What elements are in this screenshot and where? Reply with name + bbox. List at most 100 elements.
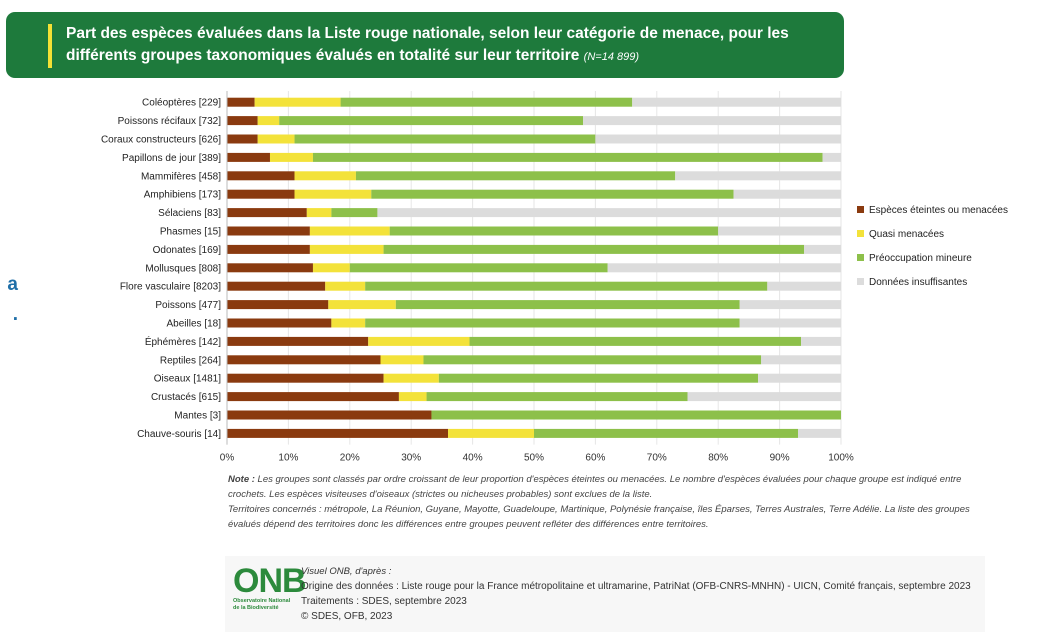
bar-segment (365, 318, 740, 328)
bar-segment (371, 189, 734, 199)
legend-swatch (857, 206, 864, 213)
bar-segment (607, 263, 841, 273)
bar-segment (331, 318, 366, 328)
onb-logo-letters: ONB (233, 562, 307, 600)
sample-size-label: (N=14 899) (583, 51, 640, 63)
bar-segment (395, 300, 740, 310)
bar-segment (309, 244, 384, 254)
category-label: Coraux constructeurs [626] (101, 135, 221, 146)
bar-segment (761, 355, 841, 365)
category-label: Poissons récifaux [732] (118, 116, 222, 127)
bar-segment (294, 189, 372, 199)
category-label: Mollusques [808] (145, 263, 221, 274)
bar-segment (383, 244, 805, 254)
x-tick-label: 0% (220, 453, 235, 464)
bar-segment (254, 97, 341, 107)
chart-header: Part des espèces évaluées dans la Liste … (6, 12, 844, 78)
bar-segment (340, 97, 633, 107)
x-tick-label: 90% (770, 453, 790, 464)
bar-segment (328, 300, 396, 310)
bar-segment (431, 410, 841, 420)
bar-segment (687, 392, 841, 402)
bar-segment (632, 97, 841, 107)
data-origin: Origine des données : Liste rouge pour l… (301, 581, 971, 592)
cropped-fragment: . (12, 304, 18, 325)
category-label: Chauve-souris [14] (137, 429, 221, 440)
legend-swatch (857, 230, 864, 237)
category-label: Phasmes [15] (160, 227, 221, 238)
visual-credit: Visuel ONB, d'après : (301, 566, 392, 577)
bar-segment (380, 355, 424, 365)
bar-segment (325, 281, 366, 291)
bar-segment (227, 410, 432, 420)
stacked-bar-chart: 0% 10% 20% 30% 40% 50% 60% 70% 80% 90% 100% Coléopt… (101, 91, 1008, 464)
bar-segment (534, 428, 799, 438)
bar-segment (227, 189, 295, 199)
x-tick-label: 80% (708, 453, 728, 464)
territories-paragraph: Territoires concernés : métropole, La Ré… (228, 504, 970, 530)
bar-segment (389, 226, 719, 236)
data-treatment: Traitements : SDES, septembre 2023 (301, 596, 467, 607)
bar-segment (227, 116, 258, 126)
bar-segment (227, 171, 295, 181)
source-footer: ONB Observatoire National de la Biodiver… (225, 556, 985, 632)
bar-segment (718, 226, 841, 236)
bar-segment (227, 97, 255, 107)
bar-segment (798, 428, 841, 438)
onb-logo-subtitle: Observatoire National de la Biodiversité (233, 598, 291, 611)
bar-segment (227, 355, 381, 365)
bar-segment (331, 208, 378, 218)
category-label: Oiseaux [1481] (154, 374, 221, 385)
cropped-text-fragments: a . (0, 270, 18, 330)
bar-segment (227, 226, 310, 236)
bar-segment (675, 171, 841, 181)
legend-swatch (857, 254, 864, 261)
bar-segment (257, 134, 295, 144)
bar-segment (368, 336, 470, 346)
category-label: Amphibiens [173] (144, 190, 221, 201)
chart-title-text: Part des espèces évaluées dans la Liste … (66, 25, 789, 64)
bar-segment (804, 244, 841, 254)
category-label: Coléoptères [229] (142, 98, 221, 109)
chart-notes: Note : Les groupes sont classés par ordr… (228, 472, 988, 532)
category-label: Flore vasculaire [8203] (120, 282, 221, 293)
category-label: Mammifères [458] (141, 171, 221, 182)
bar-segment (767, 281, 841, 291)
category-label: Crustacés [615] (151, 392, 221, 403)
onb-logo: ONB Observatoire National de la Biodiver… (233, 562, 307, 624)
category-label: Mantes [3] (174, 411, 221, 422)
bar-segment (306, 208, 332, 218)
x-tick-label: 30% (401, 453, 421, 464)
note-text: Les groupes sont classés par ordre crois… (228, 474, 962, 500)
bar-segment (227, 428, 449, 438)
bar-segment (227, 300, 329, 310)
bar-segment (438, 373, 759, 383)
category-label: Éphémères [142] (145, 335, 221, 348)
bar-segment (227, 281, 326, 291)
bar-segment (227, 263, 313, 273)
note-paragraph: Note : Les groupes sont classés par ordr… (228, 472, 988, 502)
bar-segment (227, 373, 384, 383)
x-tick-label: 40% (463, 453, 483, 464)
bar-segment (355, 171, 676, 181)
bar-segment (294, 171, 356, 181)
bar-segment (595, 134, 841, 144)
bar-segment (365, 281, 768, 291)
bar-segment (227, 208, 307, 218)
legend-label: Données insuffisantes (869, 277, 967, 288)
source-text: Visuel ONB, d'après : Origine des donnée… (301, 564, 971, 624)
bar-segment (227, 392, 399, 402)
copyright: © SDES, OFB, 2023 (301, 611, 393, 622)
bar-segment (312, 263, 350, 273)
category-label: Poissons [477] (155, 300, 221, 311)
category-label: Papillons de jour [389] (122, 153, 221, 164)
chart-title: Part des espèces évaluées dans la Liste … (66, 23, 836, 68)
x-tick-label: 60% (585, 453, 605, 464)
bar-segment (739, 318, 841, 328)
bar-segment (227, 152, 270, 162)
bar-segment (269, 152, 313, 162)
bar-segment (448, 428, 534, 438)
x-tick-label: 100% (828, 453, 854, 464)
bar-segment (279, 116, 584, 126)
bar-segment (309, 226, 390, 236)
